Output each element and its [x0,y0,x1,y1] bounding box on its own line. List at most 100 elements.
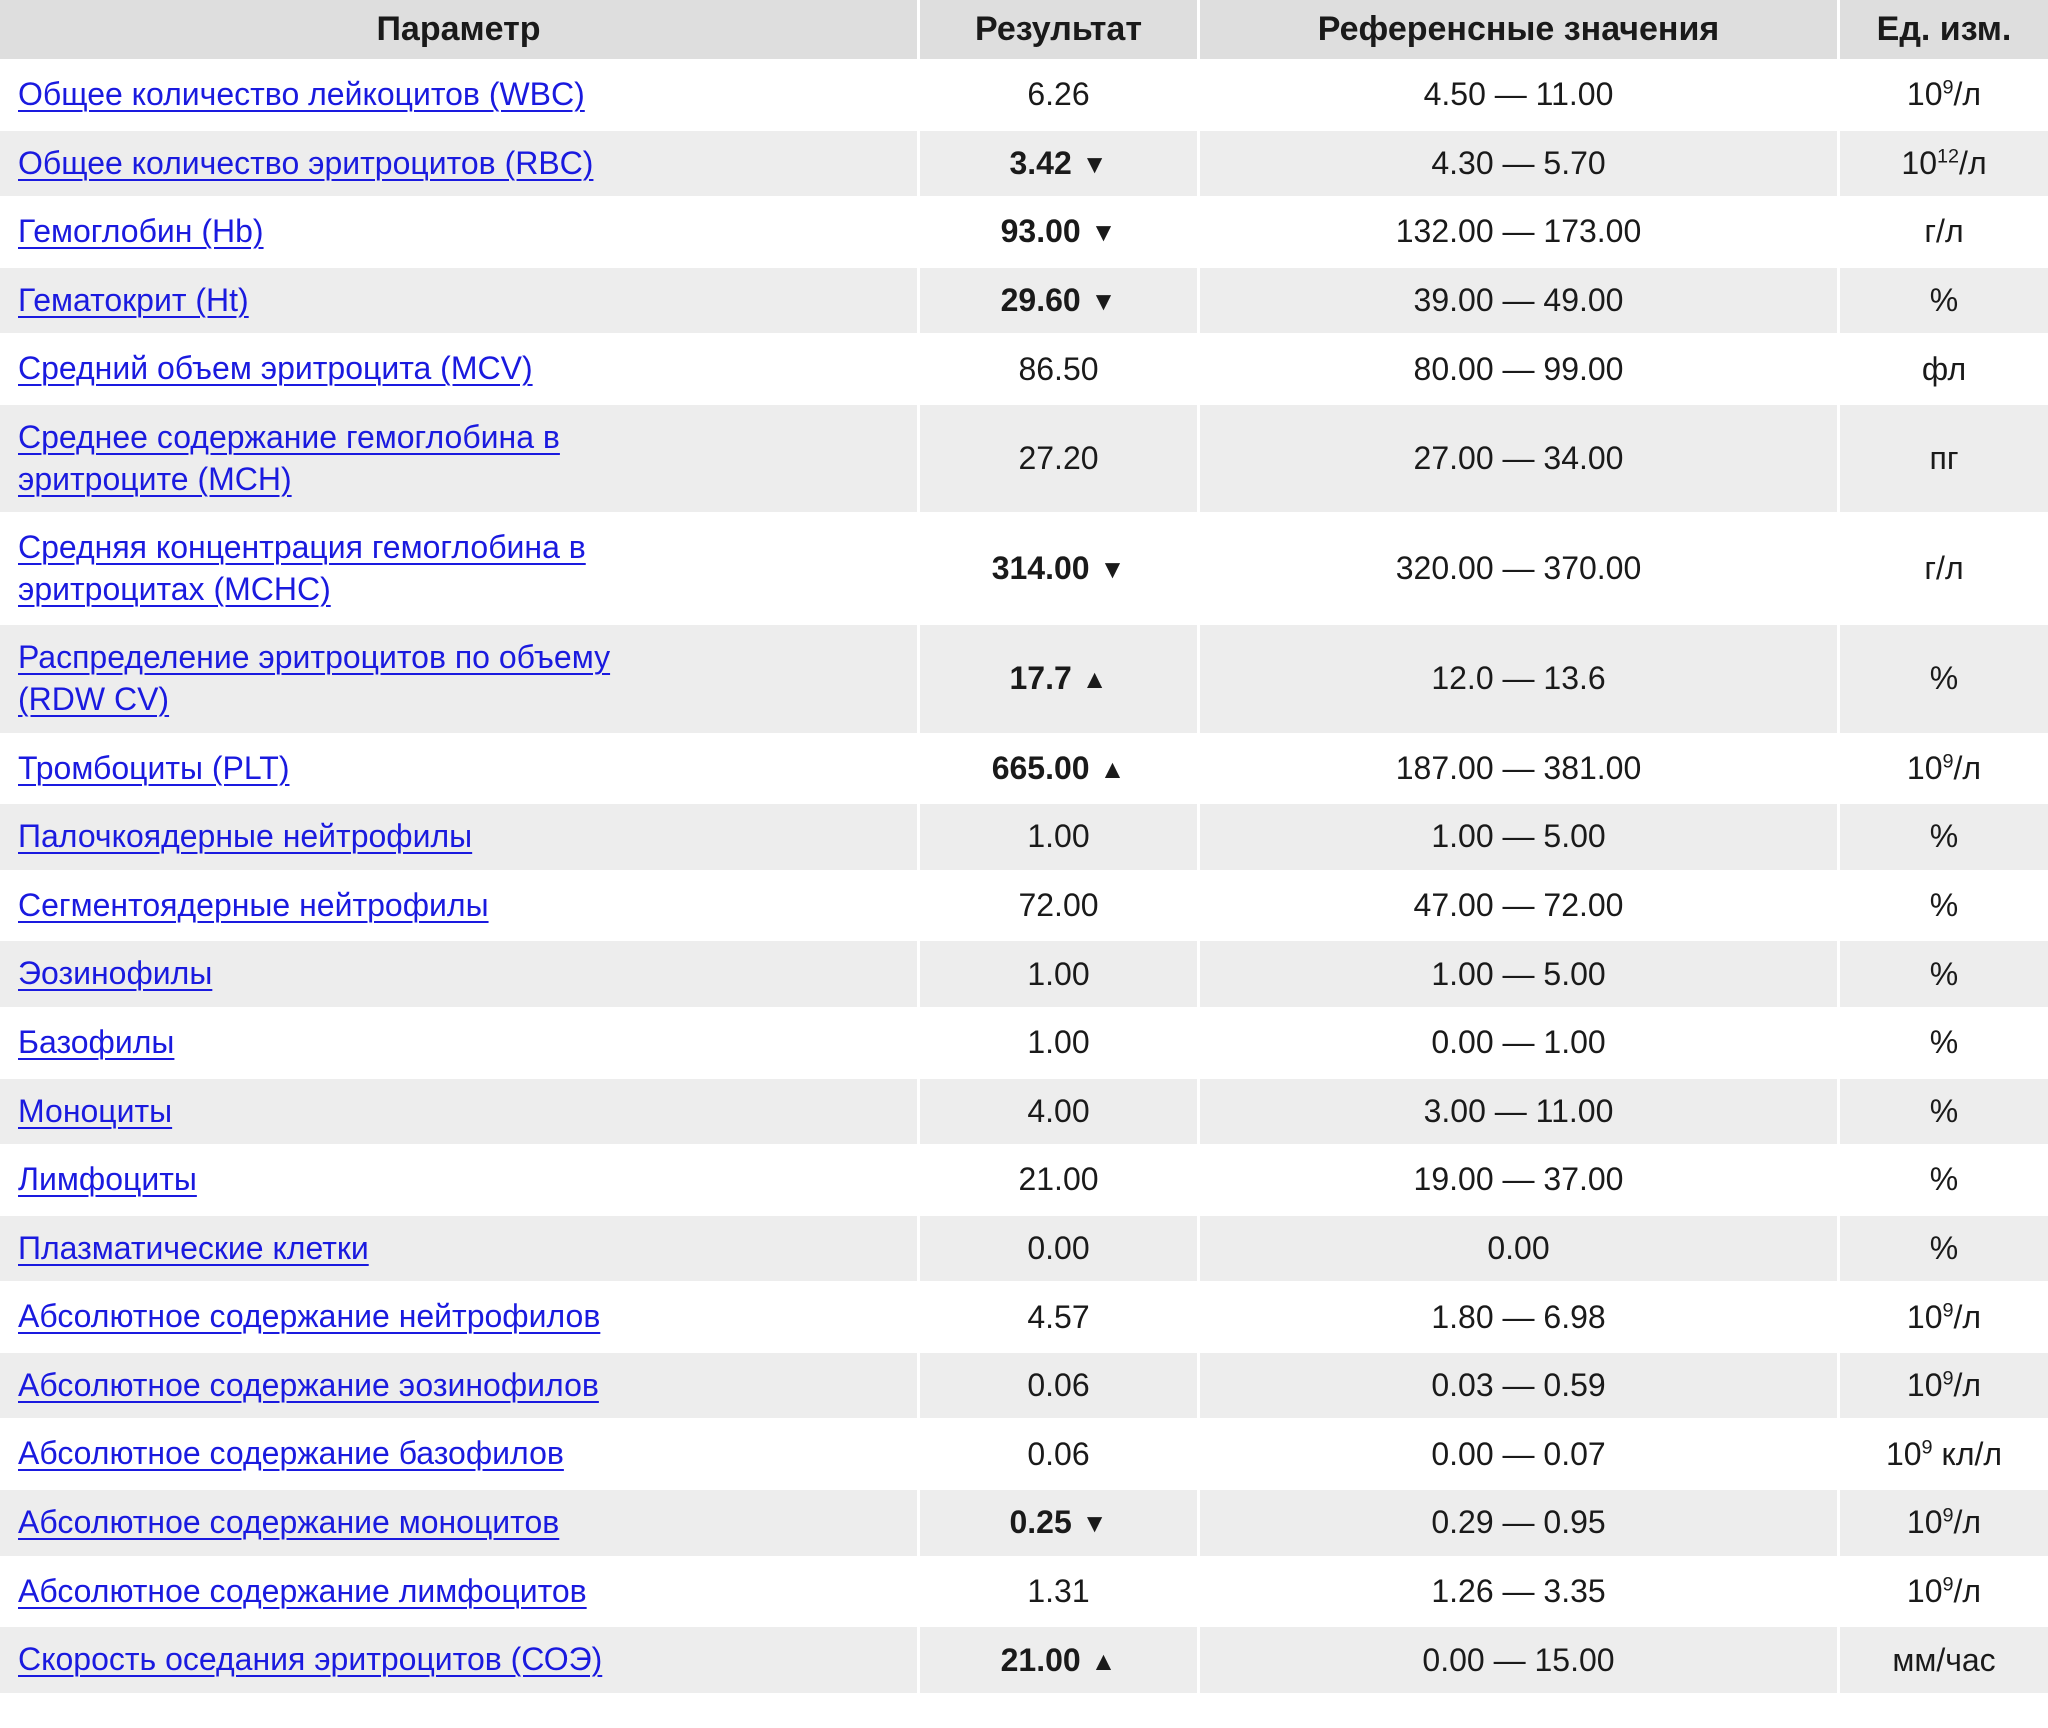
cell-unit: % [1840,268,2048,337]
result-value: 1.00 [1027,1024,1089,1060]
param-link[interactable]: Распределение эритроцитов по объему (RDW… [18,639,610,717]
cell-param: Тромбоциты (PLT) [0,736,920,805]
param-link[interactable]: Средний объем эритроцита (MCV) [18,350,533,386]
cell-unit: 109/л [1840,1353,2048,1422]
cell-result: 86.50 [920,336,1200,405]
cell-reference: 1.80 — 6.98 [1200,1284,1840,1353]
result-value: 93.00 [1001,213,1081,249]
cell-param: Лимфоциты [0,1147,920,1216]
arrow-up-icon: ▲ [1091,1646,1117,1677]
table-row: Плазматические клетки0.000.00% [0,1216,2048,1285]
cell-param: Плазматические клетки [0,1216,920,1285]
result-value: 6.26 [1027,76,1089,112]
result-value: 1.00 [1027,818,1089,854]
cell-reference: 3.00 — 11.00 [1200,1079,1840,1148]
cell-param: Абсолютное содержание лимфоцитов [0,1559,920,1628]
table-row: Базофилы1.000.00 — 1.00% [0,1010,2048,1079]
param-link[interactable]: Средняя концентрация гемоглобина в эритр… [18,529,586,607]
cell-unit: % [1840,804,2048,873]
cell-reference: 0.00 — 0.07 [1200,1421,1840,1490]
cell-unit: % [1840,625,2048,735]
param-link[interactable]: Гематокрит (Ht) [18,282,249,318]
cell-reference: 187.00 — 381.00 [1200,736,1840,805]
table-row: Общее количество лейкоцитов (WBC) 6.26 4.5… [0,62,2048,131]
cell-result: 4.00 [920,1079,1200,1148]
param-link[interactable]: Абсолютное содержание эозинофилов [18,1367,599,1403]
result-value: 0.00 [1027,1230,1089,1266]
param-link[interactable]: Лимфоциты [18,1161,197,1197]
cell-unit: % [1840,1216,2048,1285]
cell-result: 27.20 [920,405,1200,515]
cell-reference: 1.26 — 3.35 [1200,1559,1840,1628]
result-value: 665.00 [992,750,1090,786]
cell-reference: 1.00 — 5.00 [1200,804,1840,873]
arrow-down-icon: ▼ [1091,217,1117,248]
cell-param: Гемоглобин (Hb) [0,199,920,268]
cell-unit: 1012/л [1840,131,2048,200]
param-link[interactable]: Общее количество эритроцитов (RBC) [18,145,593,181]
result-value: 1.31 [1027,1573,1089,1609]
table-row: Абсолютное содержание моноцитов 0.25▼0.29… [0,1490,2048,1559]
param-link[interactable]: Общее количество лейкоцитов (WBC) [18,76,585,112]
table-row: Гемоглобин (Hb)93.00▼132.00 — 173.00г/л [0,199,2048,268]
cell-reference: 19.00 — 37.00 [1200,1147,1840,1216]
cell-result: 29.60 ▼ [920,268,1200,337]
cell-reference: 80.00 — 99.00 [1200,336,1840,405]
result-value: 29.60 [1001,282,1081,318]
cell-result: 1.00 [920,1010,1200,1079]
param-link[interactable]: Абсолютное содержание лимфоцитов [18,1573,587,1609]
cell-param: Палочкоядерные нейтрофилы [0,804,920,873]
cell-reference: 4.50 — 11.00 [1200,62,1840,131]
cell-result: 21.00▲ [920,1627,1200,1696]
param-link[interactable]: Палочкоядерные нейтрофилы [18,818,472,854]
cell-reference: 0.29 — 0.95 [1200,1490,1840,1559]
cell-reference: 12.0 — 13.6 [1200,625,1840,735]
table-row: Эозинофилы1.001.00 — 5.00% [0,941,2048,1010]
param-link[interactable]: Среднее содержание гемоглобина в эритроц… [18,419,560,497]
result-value: 3.42 [1009,145,1071,181]
param-link[interactable]: Моноциты [18,1093,172,1129]
result-value: 4.57 [1027,1299,1089,1335]
param-link[interactable]: Базофилы [18,1024,174,1060]
cell-param: Эозинофилы [0,941,920,1010]
arrow-down-icon: ▼ [1082,1508,1108,1539]
cell-param: Сегментоядерные нейтрофилы [0,873,920,942]
cell-unit: 109/л [1840,1559,2048,1628]
arrow-down-icon: ▼ [1091,286,1117,317]
param-link[interactable]: Скорость оседания эритроцитов (СОЭ) [18,1641,602,1677]
col-header-ref: Референсные значения [1200,0,1840,62]
cell-result: 1.00 [920,804,1200,873]
result-value: 17.7 [1009,660,1071,696]
table-body: Общее количество лейкоцитов (WBC) 6.26 4.5… [0,62,2048,1696]
cell-param: Абсолютное содержание нейтрофилов [0,1284,920,1353]
cell-unit: пг [1840,405,2048,515]
cell-reference: 0.00 — 15.00 [1200,1627,1840,1696]
cell-unit: 109 кл/л [1840,1421,2048,1490]
cell-unit: 109/л [1840,1490,2048,1559]
table-row: Средняя концентрация гемоглобина в эритр… [0,515,2048,625]
table-header-row: Параметр Результат Референсные значения … [0,0,2048,62]
cell-result: 0.06 [920,1421,1200,1490]
cell-result: 0.00 [920,1216,1200,1285]
param-link[interactable]: Плазматические клетки [18,1230,369,1266]
cell-unit: фл [1840,336,2048,405]
param-link[interactable]: Тромбоциты (PLT) [18,750,289,786]
param-link[interactable]: Эозинофилы [18,955,212,991]
col-header-param: Параметр [0,0,920,62]
cell-unit: % [1840,873,2048,942]
param-link[interactable]: Абсолютное содержание базофилов [18,1435,564,1471]
param-link[interactable]: Абсолютное содержание моноцитов [18,1504,559,1540]
param-link[interactable]: Сегментоядерные нейтрофилы [18,887,489,923]
cell-result: 93.00 ▼ [920,199,1200,268]
result-value: 86.50 [1018,351,1098,387]
table-row: Лимфоциты21.0019.00 — 37.00% [0,1147,2048,1216]
param-link[interactable]: Гемоглобин (Hb) [18,213,264,249]
cell-result: 72.00 [920,873,1200,942]
cell-param: Абсолютное содержание эозинофилов [0,1353,920,1422]
cell-reference: 27.00 — 34.00 [1200,405,1840,515]
cell-result: 0.25▼ [920,1490,1200,1559]
param-link[interactable]: Абсолютное содержание нейтрофилов [18,1298,600,1334]
cell-param: Моноциты [0,1079,920,1148]
cell-reference: 4.30 — 5.70 [1200,131,1840,200]
cell-unit: % [1840,1010,2048,1079]
